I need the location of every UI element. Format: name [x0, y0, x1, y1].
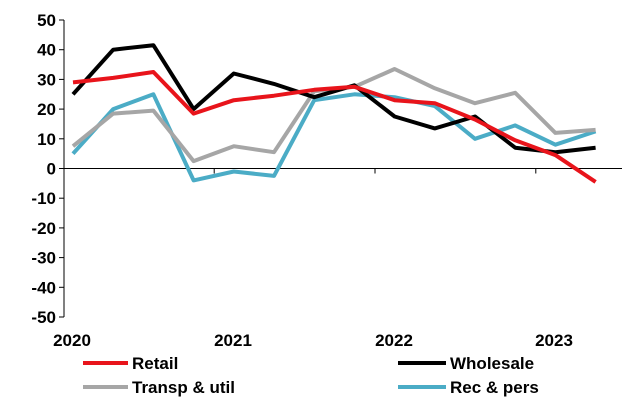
series-line-retail: [72, 70, 597, 184]
legend-label-rec-pers: Rec & pers: [450, 378, 539, 397]
series-line-rec-pers: [71, 92, 597, 183]
y-axis: 50 40 30 20 10 0 -10 -20 -30 -40 -50: [31, 11, 65, 327]
x-tick-label: 2022: [375, 331, 413, 350]
x-tick-label: 2021: [214, 331, 252, 350]
series-line-wholesale: [71, 43, 596, 155]
legend-label-transp-util: Transp & util: [132, 378, 235, 397]
y-tick-label: 40: [37, 41, 56, 60]
y-tick-label: -10: [31, 189, 56, 208]
y-tick-label: 30: [37, 70, 56, 89]
y-tick-label: 50: [37, 11, 56, 30]
x-axis: 2020 2021 2022 2023: [52, 168, 622, 350]
series-lines: [71, 43, 597, 184]
legend-label-wholesale: Wholesale: [450, 354, 534, 373]
y-tick-label: -20: [31, 219, 56, 238]
y-tick-label: -30: [31, 249, 56, 268]
y-tick-label: -50: [31, 308, 56, 327]
y-tick-label: 20: [37, 100, 56, 119]
x-tick-label: 2023: [535, 331, 573, 350]
y-tick-label: 0: [47, 160, 56, 179]
legend: Retail Wholesale Transp & util Rec & pers: [83, 354, 539, 397]
y-tick-label: 10: [37, 130, 56, 149]
y-tick-label: -40: [31, 278, 56, 297]
legend-label-retail: Retail: [132, 354, 178, 373]
x-tick-label: 2020: [53, 331, 91, 350]
